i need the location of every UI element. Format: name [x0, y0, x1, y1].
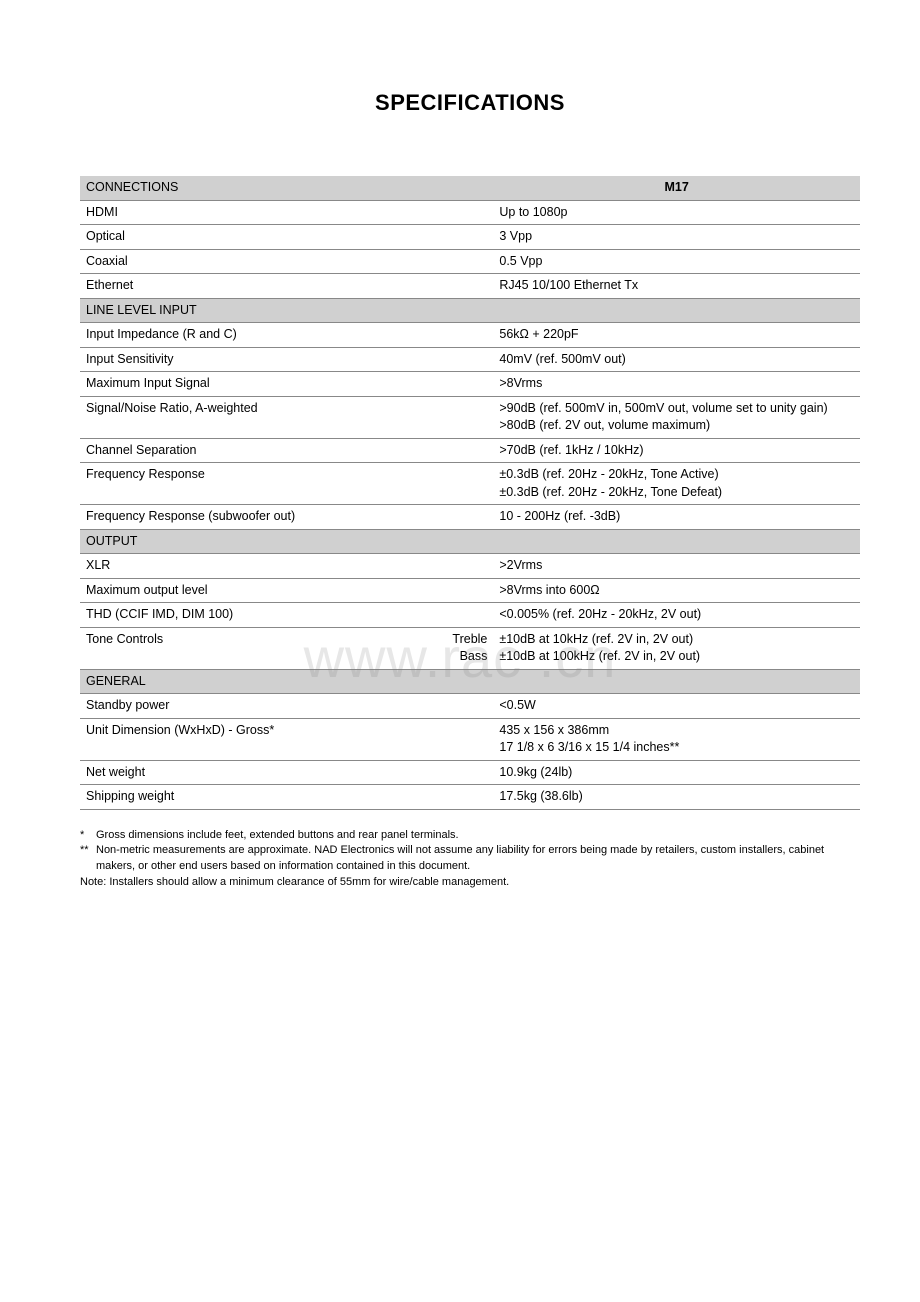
spec-sublabel	[423, 554, 493, 579]
spec-value: <0.5W	[493, 694, 860, 719]
spec-sublabel	[423, 396, 493, 438]
spec-row: Net weight 10.9kg (24lb)	[80, 760, 860, 785]
spec-label: Maximum output level	[80, 578, 423, 603]
spec-value: RJ45 10/100 Ethernet Tx	[493, 274, 860, 299]
spec-sublabel	[423, 249, 493, 274]
spec-value: 3 Vpp	[493, 225, 860, 250]
spec-sublabel	[423, 718, 493, 760]
spec-row: Ethernet RJ45 10/100 Ethernet Tx	[80, 274, 860, 299]
footnotes-block: *Gross dimensions include feet, extended…	[80, 828, 860, 892]
spec-row: THD (CCIF IMD, DIM 100) <0.005% (ref. 20H…	[80, 603, 860, 628]
section-heading: OUTPUT	[80, 529, 493, 554]
section-header-row: GENERAL	[80, 669, 860, 694]
spec-row: Unit Dimension (WxHxD) - Gross* 435 x 156…	[80, 718, 860, 760]
spec-label: Frequency Response (subwoofer out)	[80, 505, 423, 530]
spec-label: Coaxial	[80, 249, 423, 274]
spec-label: Channel Separation	[80, 438, 423, 463]
spec-value: 56kΩ + 220pF	[493, 323, 860, 348]
spec-label: Net weight	[80, 760, 423, 785]
spec-row: Signal/Noise Ratio, A-weighted >90dB (ref…	[80, 396, 860, 438]
section-heading: LINE LEVEL INPUT	[80, 298, 493, 323]
spec-value: <0.005% (ref. 20Hz - 20kHz, 2V out)	[493, 603, 860, 628]
spec-value: >70dB (ref. 1kHz / 10kHz)	[493, 438, 860, 463]
spec-sublabel	[423, 438, 493, 463]
spec-value: Up to 1080p	[493, 200, 860, 225]
spec-value: 40mV (ref. 500mV out)	[493, 347, 860, 372]
spec-label: Frequency Response	[80, 463, 423, 505]
spec-table: CONNECTIONSM17HDMIUp to 1080pOptical3 Vp…	[80, 176, 860, 810]
footnote-text: Gross dimensions include feet, extended …	[96, 828, 860, 844]
spec-label: Input Sensitivity	[80, 347, 423, 372]
section-model-cell	[493, 669, 860, 694]
spec-row: Input Sensitivity 40mV (ref. 500mV out)	[80, 347, 860, 372]
spec-label: Optical	[80, 225, 423, 250]
spec-row: Tone ControlsTrebleBass±10dB at 10kHz (r…	[80, 627, 860, 669]
spec-label: THD (CCIF IMD, DIM 100)	[80, 603, 423, 628]
spec-label: Ethernet	[80, 274, 423, 299]
spec-label: Unit Dimension (WxHxD) - Gross*	[80, 718, 423, 760]
spec-value: 435 x 156 x 386mm17 1/8 x 6 3/16 x 15 1/…	[493, 718, 860, 760]
spec-sublabel	[423, 694, 493, 719]
spec-row: HDMI Up to 1080p	[80, 200, 860, 225]
spec-row: Frequency Response (subwoofer out) 10 - 2…	[80, 505, 860, 530]
spec-sublabel	[423, 760, 493, 785]
spec-row: Input Impedance (R and C) 56kΩ + 220pF	[80, 323, 860, 348]
spec-row: Maximum output level >8Vrms into 600Ω	[80, 578, 860, 603]
footnote-marker: *	[80, 828, 96, 844]
spec-value: 10.9kg (24lb)	[493, 760, 860, 785]
spec-sublabel	[423, 505, 493, 530]
spec-value: >90dB (ref. 500mV in, 500mV out, volume …	[493, 396, 860, 438]
spec-label: Standby power	[80, 694, 423, 719]
footnote: *Gross dimensions include feet, extended…	[80, 828, 860, 844]
footnote-text: Non-metric measurements are approximate.…	[96, 843, 860, 875]
spec-sublabel	[423, 200, 493, 225]
spec-row: Shipping weight 17.5kg (38.6lb)	[80, 785, 860, 810]
spec-sublabel	[423, 347, 493, 372]
spec-label: XLR	[80, 554, 423, 579]
spec-row: Maximum Input Signal >8Vrms	[80, 372, 860, 397]
spec-value: 10 - 200Hz (ref. -3dB)	[493, 505, 860, 530]
page-title: SPECIFICATIONS	[80, 90, 860, 116]
section-model-cell	[493, 529, 860, 554]
spec-value: >8Vrms into 600Ω	[493, 578, 860, 603]
section-model-cell	[493, 298, 860, 323]
spec-sublabel	[423, 225, 493, 250]
spec-value: ±10dB at 10kHz (ref. 2V in, 2V out)±10dB…	[493, 627, 860, 669]
spec-label: Maximum Input Signal	[80, 372, 423, 397]
spec-label: Signal/Noise Ratio, A-weighted	[80, 396, 423, 438]
footnote: **Non-metric measurements are approximat…	[80, 843, 860, 875]
spec-label: Shipping weight	[80, 785, 423, 810]
spec-sublabel	[423, 372, 493, 397]
spec-row: Standby power <0.5W	[80, 694, 860, 719]
spec-sublabel	[423, 578, 493, 603]
spec-row: XLR >2Vrms	[80, 554, 860, 579]
spec-value: >2Vrms	[493, 554, 860, 579]
spec-label: HDMI	[80, 200, 423, 225]
spec-sublabel	[423, 274, 493, 299]
spec-row: Optical 3 Vpp	[80, 225, 860, 250]
spec-row: Coaxial 0.5 Vpp	[80, 249, 860, 274]
footnote-text: Note: Installers should allow a minimum …	[80, 875, 860, 891]
spec-label: Tone Controls	[80, 627, 423, 669]
spec-value: 17.5kg (38.6lb)	[493, 785, 860, 810]
spec-sublabel	[423, 463, 493, 505]
footnote-marker: **	[80, 843, 96, 875]
section-heading: CONNECTIONS	[80, 176, 493, 200]
spec-sublabel	[423, 785, 493, 810]
section-heading: GENERAL	[80, 669, 493, 694]
spec-row: Channel Separation >70dB (ref. 1kHz / 10k…	[80, 438, 860, 463]
section-header-row: LINE LEVEL INPUT	[80, 298, 860, 323]
section-model-cell: M17	[493, 176, 860, 200]
page-container: SPECIFICATIONS CONNECTIONSM17HDMIUp to 1…	[0, 0, 920, 891]
spec-value: 0.5 Vpp	[493, 249, 860, 274]
section-header-row: OUTPUT	[80, 529, 860, 554]
spec-row: Frequency Response ±0.3dB (ref. 20Hz - 20…	[80, 463, 860, 505]
spec-value: ±0.3dB (ref. 20Hz - 20kHz, Tone Active)±…	[493, 463, 860, 505]
spec-sublabel	[423, 603, 493, 628]
spec-value: >8Vrms	[493, 372, 860, 397]
spec-sublabel: TrebleBass	[423, 627, 493, 669]
spec-label: Input Impedance (R and C)	[80, 323, 423, 348]
section-header-row: CONNECTIONSM17	[80, 176, 860, 200]
spec-sublabel	[423, 323, 493, 348]
